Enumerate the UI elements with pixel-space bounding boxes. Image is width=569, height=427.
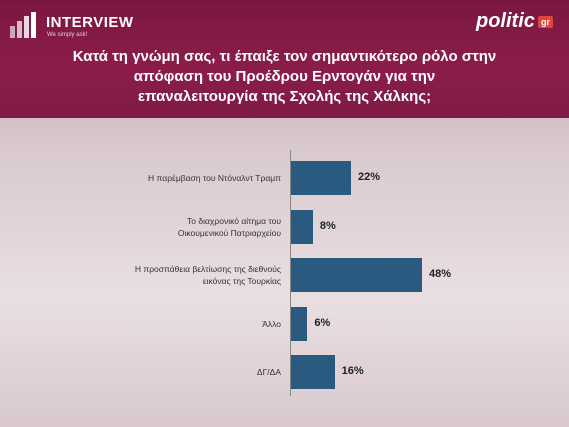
logo-icon	[10, 12, 36, 38]
category-label: Άλλο	[262, 318, 281, 329]
category-label: Το διαχρονικό αίτημα του Οικουμενικού Πα…	[177, 215, 281, 238]
bar	[291, 161, 352, 195]
value-label: 8%	[319, 219, 336, 232]
bar	[291, 306, 308, 341]
value-label: 6%	[314, 316, 331, 329]
partner-logo: politic	[476, 10, 535, 32]
category-axis	[290, 150, 291, 396]
category-label: Η προσπάθεια βελτίωσης της διεθνούς εικό…	[134, 264, 281, 286]
chart-title: Κατά τη γνώμη σας, τι έπαιξε τον σημαντι…	[72, 48, 497, 105]
partner-suffix: gr	[538, 16, 553, 28]
header-band: INTERVIEW We simply ask! politic gr Κατά…	[0, 0, 569, 118]
category-label: ΔΓ/ΔΑ	[256, 367, 281, 377]
value-label: 48%	[429, 268, 452, 280]
value-label: 16%	[341, 365, 364, 377]
brand: INTERVIEW	[46, 14, 134, 31]
value-label: 22%	[358, 171, 381, 183]
bar	[291, 258, 423, 292]
bar	[291, 209, 313, 244]
tagline: We simply ask!	[47, 32, 88, 38]
category-label: Η παρέμβαση του Ντόναλντ Τραμπ	[148, 173, 281, 183]
bar	[291, 355, 335, 389]
